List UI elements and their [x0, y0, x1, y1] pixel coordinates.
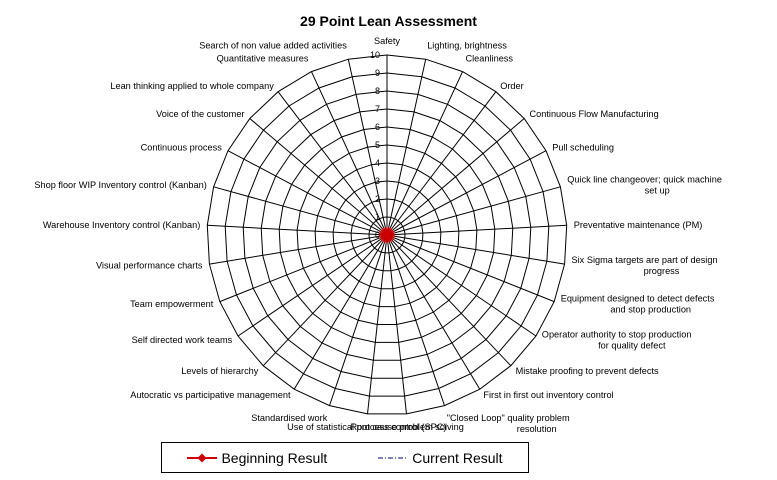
category-label-1: Lighting, brightness — [427, 40, 507, 50]
category-label-6: Quick line changeover; quick machine set … — [567, 175, 722, 196]
spoke-12 — [386, 234, 481, 390]
category-label-7: Preventative maintenance (PM) — [574, 220, 703, 230]
spoke-16 — [329, 234, 388, 406]
spoke-18 — [262, 234, 388, 367]
category-label-11: Mistake proofing to prevent defects — [516, 366, 659, 376]
grid-ring-7 — [260, 108, 514, 361]
tick-label-10: 10 — [370, 50, 380, 60]
category-label-2: Cleanliness — [466, 53, 514, 63]
spoke-3 — [386, 91, 497, 236]
tick-label-6: 6 — [375, 122, 380, 132]
tick-label-1: 1 — [375, 212, 380, 222]
tick-label-4: 4 — [375, 158, 380, 168]
tick-label-3: 3 — [375, 176, 380, 186]
legend-label-beginning: Beginning Result — [221, 449, 328, 466]
category-label-21: Visual performance charts — [96, 260, 203, 270]
category-label-12: First in first out inventory control — [483, 390, 613, 400]
category-label-22: Warehouse Inventory control (Kanban) — [43, 220, 200, 230]
radial-tick-labels: 0 1 2 3 4 5 6 7 8 9 10 — [370, 50, 380, 240]
legend-swatch-current — [378, 457, 409, 458]
legend-item-beginning: Beginning Result — [187, 450, 327, 466]
category-label-3: Order — [500, 81, 524, 91]
grid-ring-4 — [314, 162, 460, 308]
tick-label-5: 5 — [375, 140, 380, 150]
category-label-15: Use of statistical process control (SPC) — [287, 422, 446, 432]
category-label-25: Voice of the customer — [156, 109, 244, 119]
tick-label-9: 9 — [375, 68, 380, 78]
category-label-4: Continuous Flow Manufacturing — [530, 109, 659, 119]
legend-item-current: Current Result — [378, 449, 503, 466]
legend-swatch-beginning — [187, 453, 218, 462]
grid-ring-10 — [206, 54, 568, 415]
spoke-9 — [386, 234, 555, 303]
grid-ring-6 — [278, 126, 496, 343]
spoke-24 — [227, 150, 388, 236]
category-label-27: Quantitative measures — [217, 53, 309, 63]
spoke-13 — [386, 234, 445, 406]
spoke-10 — [386, 234, 537, 337]
spoke-11 — [386, 234, 512, 367]
category-label-5: Pull scheduling — [552, 142, 614, 152]
spoke-22 — [207, 224, 388, 236]
tick-label-7: 7 — [375, 104, 380, 114]
category-labels: Safety Lighting, brightness Cleanliness Ord… — [34, 36, 722, 434]
radar-spokes — [207, 55, 567, 414]
radar-chart: 0 1 2 3 4 5 6 7 8 9 10 Safety Lighting, brightness C… — [34, 36, 722, 434]
spoke-5 — [386, 150, 547, 236]
category-label-0: Safety — [374, 36, 400, 46]
category-label-23: Shop floor WIP Inventory control (Kanban… — [34, 180, 206, 190]
category-label-18: Levels of hierarchy — [181, 366, 259, 376]
grid-ring-8 — [242, 90, 532, 379]
grid-ring-5 — [296, 144, 478, 325]
spoke-4 — [386, 118, 525, 236]
tick-label-0: 0 — [375, 230, 380, 240]
category-label-24: Continuous process — [141, 142, 223, 152]
spoke-14 — [386, 234, 407, 414]
spoke-8 — [386, 234, 565, 265]
category-label-26: Lean thinking applied to whole company — [110, 81, 274, 91]
category-label-8: Six Sigma targets are part of design prog… — [572, 255, 718, 276]
spoke-7 — [386, 224, 567, 236]
spoke-20 — [219, 234, 388, 303]
spoke-25 — [249, 118, 388, 236]
category-label-9: Equipment designed to detect defects and … — [561, 294, 715, 315]
spoke-21 — [209, 234, 388, 265]
grid-ring-2 — [350, 198, 424, 272]
spoke-23 — [213, 186, 388, 236]
spoke-2 — [386, 71, 464, 236]
category-label-10: Operator authority to stop production for… — [542, 329, 692, 350]
chart-title: 29 Point Lean Assessment — [300, 13, 477, 29]
tick-label-8: 8 — [375, 86, 380, 96]
grid-ring-9 — [224, 72, 550, 397]
spoke-1 — [386, 59, 427, 236]
spoke-26 — [277, 91, 388, 236]
center-point-cluster — [378, 227, 396, 244]
category-label-20: Team empowerment — [130, 299, 214, 309]
category-label-13: "Closed Loop" quality problem resolution — [447, 413, 570, 434]
category-label-28: Search of non value added activities — [199, 40, 347, 50]
spoke-15 — [367, 234, 388, 414]
category-label-14: Root cause problem solving — [351, 422, 464, 432]
spoke-28 — [347, 59, 388, 236]
grid-ring-1 — [368, 216, 406, 254]
category-label-17: Autocratic vs participative management — [130, 390, 291, 400]
data-series — [378, 227, 396, 244]
grid-ring-3 — [332, 180, 442, 290]
legend-label-current: Current Result — [412, 449, 503, 466]
spoke-6 — [386, 186, 561, 236]
tick-label-2: 2 — [375, 194, 380, 204]
spoke-17 — [293, 234, 388, 390]
category-label-19: Self directed work teams — [132, 335, 233, 345]
spoke-27 — [310, 71, 388, 236]
category-label-16: Standardised work — [251, 413, 327, 423]
radar-grid — [206, 54, 568, 415]
legend: Beginning Result Current Result — [161, 442, 529, 473]
spoke-19 — [237, 234, 388, 337]
